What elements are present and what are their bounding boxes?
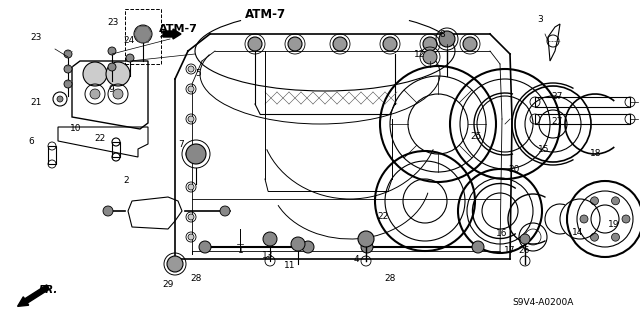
Circle shape bbox=[622, 215, 630, 223]
Text: 6: 6 bbox=[29, 137, 35, 146]
Text: ATM-7: ATM-7 bbox=[245, 8, 286, 21]
Text: 16: 16 bbox=[496, 229, 508, 238]
Circle shape bbox=[188, 66, 194, 72]
Circle shape bbox=[472, 241, 484, 253]
Circle shape bbox=[333, 37, 347, 51]
Text: 15: 15 bbox=[538, 145, 549, 154]
Text: 27: 27 bbox=[552, 117, 563, 126]
Circle shape bbox=[64, 80, 72, 88]
Text: 23: 23 bbox=[107, 18, 118, 27]
Circle shape bbox=[439, 31, 455, 47]
Text: 29: 29 bbox=[162, 280, 173, 289]
Text: 26: 26 bbox=[518, 246, 530, 255]
Circle shape bbox=[463, 37, 477, 51]
Bar bbox=[535, 97, 630, 107]
Circle shape bbox=[83, 62, 107, 86]
Circle shape bbox=[188, 214, 194, 220]
Text: 11: 11 bbox=[284, 261, 295, 270]
Circle shape bbox=[64, 50, 72, 58]
Circle shape bbox=[302, 241, 314, 253]
Circle shape bbox=[358, 231, 374, 247]
Text: 27: 27 bbox=[552, 92, 563, 101]
Circle shape bbox=[199, 241, 211, 253]
Circle shape bbox=[520, 234, 530, 244]
Text: 28: 28 bbox=[384, 274, 396, 283]
Circle shape bbox=[134, 25, 152, 43]
Circle shape bbox=[186, 144, 206, 164]
Text: 5: 5 bbox=[195, 69, 201, 78]
Bar bbox=[48, 146, 56, 164]
Text: 10: 10 bbox=[70, 124, 82, 133]
Text: 23: 23 bbox=[31, 33, 42, 42]
Text: 13: 13 bbox=[262, 251, 274, 260]
Text: 1: 1 bbox=[238, 246, 244, 255]
Bar bbox=[112, 142, 120, 157]
Circle shape bbox=[108, 47, 116, 55]
Circle shape bbox=[383, 37, 397, 51]
Text: 7: 7 bbox=[178, 140, 184, 149]
Circle shape bbox=[591, 197, 598, 205]
FancyArrow shape bbox=[163, 29, 181, 39]
Text: 25: 25 bbox=[470, 132, 482, 141]
Circle shape bbox=[611, 233, 620, 241]
Text: 28: 28 bbox=[191, 274, 202, 283]
Text: 20: 20 bbox=[509, 165, 520, 174]
Circle shape bbox=[188, 184, 194, 190]
Circle shape bbox=[188, 151, 194, 157]
Circle shape bbox=[167, 256, 183, 272]
Circle shape bbox=[591, 233, 598, 241]
Text: 14: 14 bbox=[572, 228, 583, 237]
Circle shape bbox=[263, 232, 277, 246]
Text: ATM-7: ATM-7 bbox=[159, 24, 198, 34]
Text: 12: 12 bbox=[414, 50, 426, 59]
Circle shape bbox=[291, 237, 305, 251]
Circle shape bbox=[103, 206, 113, 216]
Text: 24: 24 bbox=[123, 36, 134, 45]
Text: 3: 3 bbox=[538, 15, 543, 24]
Circle shape bbox=[90, 89, 100, 99]
Text: 21: 21 bbox=[31, 98, 42, 107]
Circle shape bbox=[611, 197, 620, 205]
Text: S9V4-A0200A: S9V4-A0200A bbox=[512, 298, 573, 307]
Circle shape bbox=[113, 89, 123, 99]
Text: 9: 9 bbox=[109, 85, 115, 94]
Text: 17: 17 bbox=[504, 246, 516, 255]
Circle shape bbox=[361, 241, 373, 253]
Circle shape bbox=[423, 37, 437, 51]
Circle shape bbox=[423, 50, 437, 64]
Text: 18: 18 bbox=[590, 149, 602, 158]
Circle shape bbox=[288, 37, 302, 51]
Circle shape bbox=[108, 63, 116, 71]
Circle shape bbox=[220, 206, 230, 216]
Circle shape bbox=[126, 54, 134, 62]
Text: FR.: FR. bbox=[38, 285, 58, 295]
Text: 4: 4 bbox=[354, 256, 360, 264]
Circle shape bbox=[188, 116, 194, 122]
Text: 22: 22 bbox=[95, 134, 106, 143]
Circle shape bbox=[188, 234, 194, 240]
FancyArrow shape bbox=[17, 285, 49, 306]
Text: 22: 22 bbox=[378, 212, 389, 221]
Circle shape bbox=[188, 86, 194, 92]
Text: 2: 2 bbox=[124, 176, 129, 185]
Text: 19: 19 bbox=[608, 220, 620, 229]
Circle shape bbox=[248, 37, 262, 51]
Text: 8: 8 bbox=[440, 30, 445, 39]
Circle shape bbox=[106, 62, 130, 86]
Circle shape bbox=[580, 215, 588, 223]
Circle shape bbox=[64, 65, 72, 73]
Circle shape bbox=[57, 96, 63, 102]
Bar bbox=[125, 9, 161, 64]
Bar bbox=[535, 114, 630, 124]
